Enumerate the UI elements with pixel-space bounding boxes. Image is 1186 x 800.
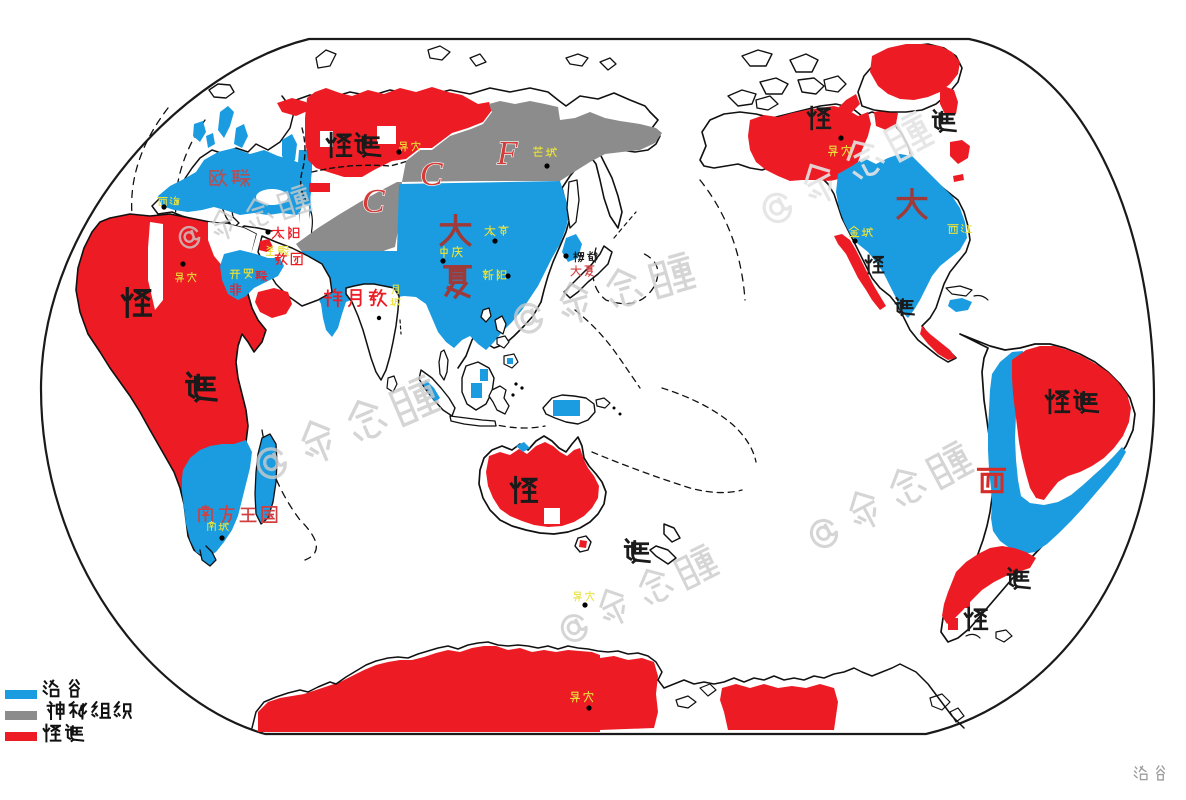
svg-text:C: C [362, 183, 385, 220]
svg-text:C: C [420, 156, 443, 193]
svg-text:F: F [496, 135, 519, 172]
